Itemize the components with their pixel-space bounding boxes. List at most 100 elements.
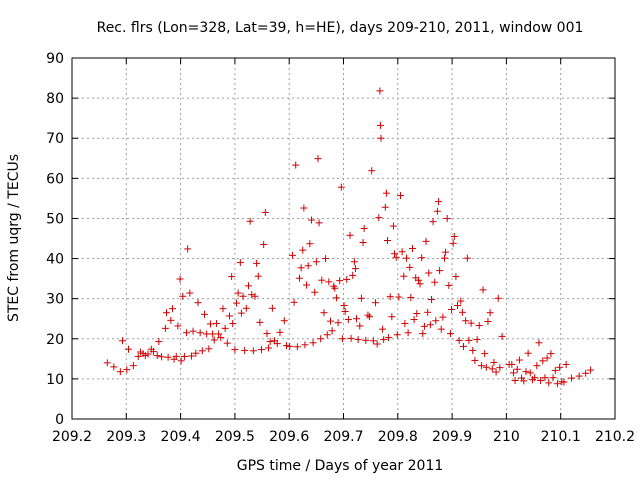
data-point — [158, 353, 166, 361]
data-point — [332, 294, 340, 302]
data-point — [300, 204, 308, 212]
data-point — [424, 308, 432, 316]
data-point — [249, 347, 257, 355]
data-point — [522, 368, 530, 376]
data-point — [545, 379, 553, 387]
y-tick-label: 60 — [46, 171, 64, 187]
x-tick-label: 210.1 — [541, 429, 581, 445]
y-tick-label: 70 — [46, 131, 64, 147]
data-point — [392, 253, 400, 261]
data-point — [533, 362, 541, 370]
data-point — [331, 284, 339, 292]
data-point — [286, 342, 294, 350]
data-point — [520, 377, 528, 385]
data-point — [362, 336, 370, 344]
data-point — [244, 282, 252, 290]
data-point — [359, 239, 367, 247]
data-point — [336, 277, 344, 285]
data-point — [309, 339, 317, 347]
data-point — [369, 337, 377, 345]
data-point — [479, 286, 487, 294]
data-point — [539, 357, 547, 365]
data-point — [490, 358, 498, 366]
data-point — [228, 273, 236, 281]
data-point — [373, 340, 381, 348]
data-point — [531, 374, 539, 382]
x-tick-label: 209.6 — [269, 429, 309, 445]
data-points — [103, 87, 595, 388]
data-point — [496, 364, 504, 372]
data-point — [212, 320, 220, 328]
data-point — [473, 336, 481, 344]
data-point — [129, 362, 137, 370]
data-point — [551, 366, 559, 374]
data-point — [110, 363, 118, 371]
data-point — [155, 338, 163, 346]
data-point — [344, 316, 352, 324]
data-point — [334, 319, 342, 327]
data-point — [315, 219, 323, 227]
data-point — [239, 292, 247, 300]
data-point — [386, 293, 394, 301]
data-point — [406, 263, 414, 271]
data-point — [435, 198, 443, 206]
y-tick-label: 20 — [46, 332, 64, 348]
data-point — [385, 334, 393, 342]
data-point — [398, 248, 406, 256]
data-point — [436, 267, 444, 275]
data-point — [153, 352, 161, 360]
data-point — [164, 353, 172, 361]
data-point — [400, 272, 408, 280]
data-point — [268, 304, 276, 312]
data-point — [350, 258, 358, 266]
x-axis-label: GPS time / Days of year 2011 — [237, 458, 444, 474]
data-point — [296, 274, 304, 282]
data-point — [187, 352, 195, 360]
data-point — [317, 335, 325, 343]
data-point — [422, 237, 430, 245]
data-point — [215, 330, 223, 338]
data-point — [462, 317, 470, 325]
data-point — [273, 340, 281, 348]
data-point — [276, 328, 284, 336]
y-tick-label: 40 — [46, 252, 64, 268]
data-point — [410, 316, 418, 324]
data-point — [457, 297, 465, 305]
data-point — [377, 134, 385, 142]
data-point — [242, 304, 250, 312]
data-point — [407, 293, 415, 301]
data-point — [401, 320, 409, 328]
x-tick-label: 209.3 — [106, 429, 146, 445]
data-point — [205, 345, 213, 353]
data-point — [116, 368, 124, 376]
data-point — [320, 309, 328, 317]
data-point — [118, 337, 126, 345]
data-point — [246, 217, 254, 225]
data-point — [442, 248, 450, 256]
data-point — [292, 161, 300, 169]
data-point — [418, 254, 426, 262]
data-point — [328, 327, 336, 335]
data-point — [161, 324, 169, 332]
data-point — [180, 352, 188, 360]
data-point — [360, 224, 368, 232]
data-point — [419, 330, 427, 338]
data-point — [535, 339, 543, 347]
data-point — [429, 218, 437, 226]
data-point — [183, 329, 191, 337]
data-point — [353, 315, 361, 323]
data-point — [450, 232, 458, 240]
data-point — [443, 214, 451, 222]
data-point — [460, 342, 468, 350]
x-tick-label: 209.4 — [161, 429, 201, 445]
data-point — [124, 345, 132, 353]
data-point — [341, 308, 349, 316]
data-point — [440, 254, 448, 262]
data-point — [265, 344, 273, 352]
data-point — [477, 362, 485, 370]
data-point — [402, 254, 410, 262]
data-point — [248, 291, 256, 299]
data-point — [241, 346, 249, 354]
data-point — [209, 330, 217, 338]
data-point — [210, 336, 218, 344]
